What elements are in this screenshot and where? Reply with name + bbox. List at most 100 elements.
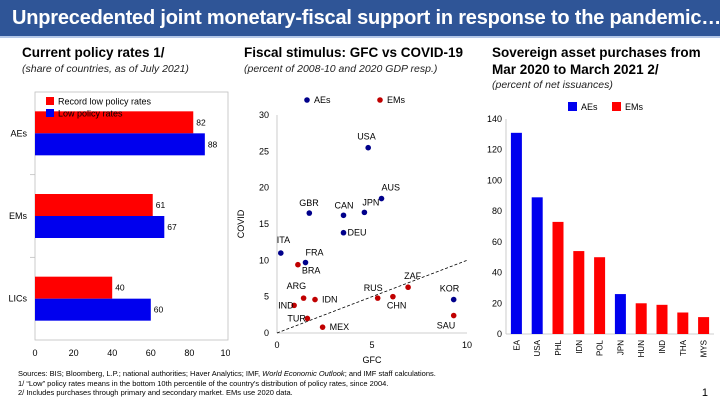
- point-label-DEU: DEU: [348, 228, 367, 238]
- point-label-KOR: KOR: [440, 284, 460, 294]
- x-tick-label: IND: [658, 340, 667, 354]
- x-tick-label: POL: [596, 339, 605, 356]
- bar-AEs-1: [35, 133, 205, 156]
- point-BRA: [295, 261, 301, 268]
- y-tick-label: 100: [487, 175, 502, 185]
- point-ITA: [278, 250, 284, 256]
- bar-EMs-1: [35, 216, 165, 238]
- point-KOR: [450, 296, 457, 303]
- point-label-GBR: GBR: [299, 198, 319, 208]
- legend-label: EMs: [387, 95, 406, 105]
- point-ZAF: [405, 284, 411, 291]
- point-label-ITA: ITA: [277, 235, 290, 245]
- x-tick-label: 0: [274, 340, 279, 350]
- x-tick-label: HUN: [637, 340, 646, 358]
- bar-THA: [677, 312, 689, 334]
- panel3-subtitle: (percent of net issuances): [492, 79, 613, 91]
- bar-AEs-0: [35, 111, 194, 134]
- point-label-AUS: AUS: [382, 183, 401, 193]
- footnote-2: 2/ Includes purchases through primary an…: [18, 388, 293, 397]
- panel3-title-line2: Mar 2020 to March 2021 2/: [492, 62, 659, 77]
- x-tick-label: PHL: [554, 339, 563, 355]
- x-tick-label: 5: [369, 340, 374, 350]
- legend-swatch-aes: [568, 102, 577, 111]
- bar-USA: [531, 197, 543, 334]
- bar-HUN: [635, 303, 647, 334]
- y-tick-label: 5: [264, 292, 269, 302]
- bar-MYS: [698, 317, 710, 334]
- footnotes: Sources: BIS; Bloomberg, L.P.; national …: [18, 369, 436, 398]
- point-label-JPN: JPN: [362, 197, 379, 207]
- bar-EA: [510, 132, 522, 334]
- x-tick-label: 0: [32, 348, 37, 358]
- x-tick-label: JPN: [616, 340, 625, 355]
- bar-LICs-0: [35, 276, 113, 299]
- panel1-subtitle: (share of countries, as of July 2021): [22, 63, 189, 75]
- point-CHN: [390, 293, 396, 300]
- category-label: LICs: [8, 294, 27, 304]
- y-tick-label: 20: [259, 183, 269, 193]
- legend-label: Low policy rates: [58, 109, 123, 119]
- point-label-MEX: MEX: [330, 322, 350, 332]
- point-IDN: [312, 296, 318, 303]
- y-tick-label: 0: [497, 329, 502, 339]
- point-ARG: [300, 295, 307, 301]
- title-banner: Unprecedented joint monetary-fiscal supp…: [0, 0, 720, 38]
- x-tick-label: EA: [512, 339, 521, 350]
- bar-IDN: [573, 251, 585, 334]
- point-label-CHN: CHN: [387, 301, 407, 311]
- x-tick-label: 10: [462, 340, 472, 350]
- data-label: 82: [196, 117, 206, 127]
- legend-swatch-ems: [612, 102, 621, 111]
- bar-PHL: [552, 221, 564, 334]
- policy-rates-chart: 82 88 AEs 61 67 EMs 40 60 LICs 0 20 40 60 80 100 Record…: [8, 91, 230, 358]
- x-tick-label: THA: [679, 339, 688, 356]
- point-JPN: [361, 209, 368, 216]
- legend-label: AEs: [314, 95, 331, 105]
- point-label-FRA: FRA: [306, 248, 324, 258]
- bar-POL: [594, 257, 606, 334]
- y-tick-label: 10: [259, 255, 269, 265]
- legend-label: AEs: [581, 102, 598, 112]
- footnote-1: 1/ “Low” policy rates means in the botto…: [18, 378, 389, 388]
- y-axis-title: COVID: [236, 209, 246, 238]
- panel1-title: Current policy rates 1/: [22, 45, 165, 60]
- category-label: EMs: [9, 211, 28, 221]
- legend-marker-ems: [377, 97, 383, 103]
- x-tick-label: 20: [69, 348, 79, 358]
- point-SAU: [450, 312, 457, 319]
- point-label-ARG: ARG: [287, 281, 307, 291]
- point-label-USA: USA: [357, 132, 376, 142]
- point-DEU: [340, 229, 347, 236]
- point-label-SAU: SAU: [437, 321, 456, 331]
- bar-IND: [656, 304, 668, 334]
- reference-45-line: [276, 259, 468, 334]
- panel2-title: Fiscal stimulus: GFC vs COVID-19: [244, 45, 464, 60]
- legend-swatch: [46, 109, 54, 117]
- data-label: 60: [154, 305, 164, 315]
- y-tick-label: 30: [259, 110, 269, 120]
- point-label-RUS: RUS: [364, 283, 383, 293]
- category-label: AEs: [10, 128, 27, 138]
- y-tick-label: 25: [259, 146, 269, 156]
- page-title: Unprecedented joint monetary-fiscal supp…: [12, 7, 720, 29]
- legend-marker-aes: [304, 97, 310, 103]
- data-label: 88: [208, 139, 218, 149]
- x-tick-label: IDN: [575, 340, 584, 354]
- point-MEX: [319, 324, 326, 330]
- x-tick-label: 80: [184, 348, 194, 358]
- x-tick-label: 40: [107, 348, 117, 358]
- legend-label: EMs: [625, 102, 644, 112]
- point-label-TUR: TUR: [287, 313, 306, 323]
- x-tick-label: USA: [533, 339, 542, 356]
- point-label-IDN: IDN: [322, 295, 338, 305]
- point-label-BRA: BRA: [302, 266, 321, 276]
- point-IND: [291, 302, 297, 309]
- point-CAN: [340, 212, 347, 219]
- x-tick-label: 100: [220, 348, 230, 358]
- asset-purchases-chart: 0 20 40 60 80 100 120 140 EA USA PHL IDN POL JPN HUN IN…: [487, 102, 714, 358]
- x-tick-label: 60: [146, 348, 156, 358]
- point-TUR: [304, 315, 311, 322]
- point-label-IND: IND: [278, 300, 294, 310]
- footnote-sources: Sources: BIS; Bloomberg, L.P.; national …: [18, 369, 436, 378]
